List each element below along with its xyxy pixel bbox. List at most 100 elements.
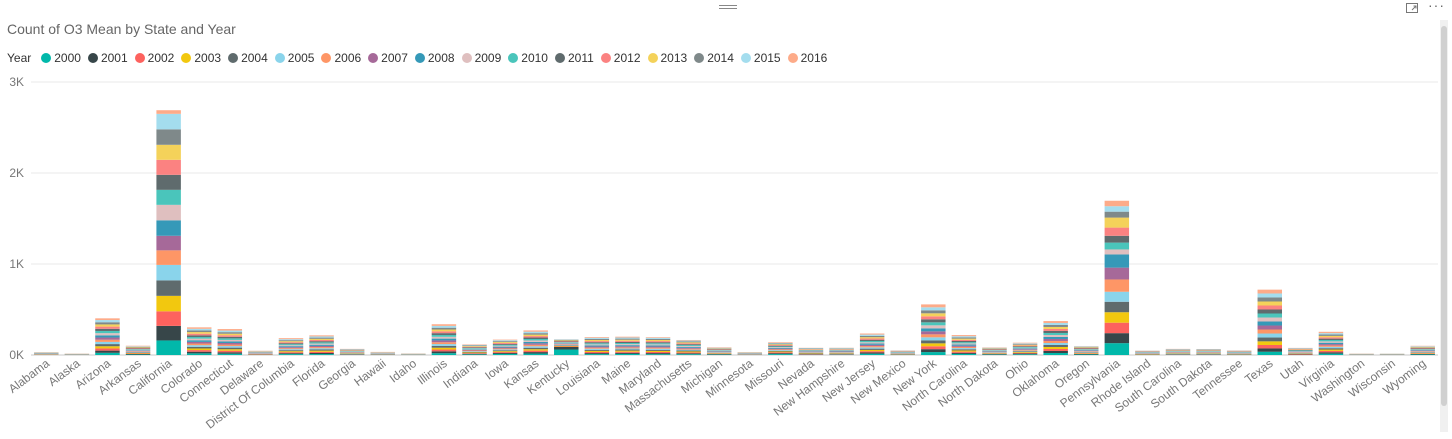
bar-segment[interactable] (217, 330, 243, 333)
bar-segment[interactable] (431, 353, 457, 355)
bar-segment[interactable] (309, 347, 334, 349)
legend-item-2003[interactable]: 2003 (181, 51, 221, 65)
bar-segment[interactable] (462, 344, 487, 346)
bar-segment[interactable] (645, 338, 671, 340)
bar-segment[interactable] (309, 351, 334, 353)
bar-segment[interactable] (645, 339, 671, 342)
bar-segment[interactable] (523, 337, 548, 339)
bar-segment[interactable] (95, 350, 120, 353)
bar-segment[interactable] (768, 351, 793, 353)
bar-segment[interactable] (523, 343, 548, 345)
bar-segment[interactable] (309, 344, 334, 346)
bar-segment[interactable] (554, 346, 579, 347)
bar-segment[interactable] (278, 340, 304, 342)
bar-segment[interactable] (951, 349, 977, 351)
bar-segment[interactable] (768, 344, 793, 346)
bar-segment[interactable] (492, 346, 518, 348)
bar-segment[interactable] (125, 350, 151, 352)
bar-segment[interactable] (1043, 353, 1068, 355)
bar-segment[interactable] (921, 328, 946, 332)
bar-segment[interactable] (554, 344, 579, 346)
bar-segment[interactable] (554, 345, 579, 347)
bar-segment[interactable] (584, 348, 610, 350)
bar-segment[interactable] (217, 332, 243, 334)
bar-segment[interactable] (615, 340, 640, 342)
bar-segment[interactable] (186, 330, 212, 333)
bar-segment[interactable] (431, 331, 457, 334)
bar-segment[interactable] (615, 348, 640, 350)
bar-segment[interactable] (95, 348, 120, 351)
bar-segment[interactable] (768, 343, 793, 345)
bar-segment[interactable] (676, 350, 701, 352)
bar-segment[interactable] (186, 333, 212, 336)
bar-segment[interactable] (309, 353, 334, 355)
bar-segment[interactable] (554, 343, 579, 345)
bar-segment[interactable] (309, 345, 334, 348)
bar-segment[interactable] (1074, 347, 1099, 349)
bar-segment[interactable] (95, 328, 120, 331)
legend-item-2012[interactable]: 2012 (600, 51, 641, 65)
bar-segment[interactable] (676, 341, 701, 343)
bar-segment[interactable] (523, 344, 548, 347)
bar-segment[interactable] (554, 349, 579, 355)
bar-segment[interactable] (921, 313, 946, 317)
bar-segment[interactable] (492, 340, 518, 342)
bar-segment[interactable] (951, 352, 977, 354)
bar-segment[interactable] (645, 347, 671, 349)
bar-segment[interactable] (1257, 351, 1283, 355)
bar-segment[interactable] (1043, 351, 1068, 353)
bar-segment[interactable] (125, 348, 151, 350)
bar-segment[interactable] (186, 350, 212, 352)
bar-segment[interactable] (217, 349, 243, 351)
bar-segment[interactable] (554, 345, 579, 346)
bar-segment[interactable] (615, 341, 640, 343)
bar-segment[interactable] (156, 250, 181, 265)
bar-segment[interactable] (1318, 345, 1344, 347)
legend-item-2010[interactable]: 2010 (508, 51, 548, 65)
bar-segment[interactable] (1257, 321, 1283, 326)
bar-segment[interactable] (859, 337, 885, 339)
bar-segment[interactable] (125, 347, 151, 348)
bar-segment[interactable] (1318, 353, 1344, 355)
bar-segment[interactable] (768, 352, 793, 354)
bar-segment[interactable] (523, 341, 548, 344)
bar-segment[interactable] (676, 349, 701, 351)
legend-item-2009[interactable]: 2009 (461, 51, 501, 65)
bar-segment[interactable] (309, 341, 334, 343)
bar-segment[interactable] (615, 345, 640, 347)
bar-segment[interactable] (217, 352, 243, 354)
bar-segment[interactable] (645, 350, 671, 352)
bar-segment[interactable] (186, 353, 212, 355)
bar-segment[interactable] (523, 353, 548, 355)
bar-segment[interactable] (921, 349, 946, 353)
bar-segment[interactable] (554, 341, 579, 343)
bar-segment[interactable] (768, 353, 793, 355)
bar-segment[interactable] (309, 348, 334, 350)
bar-segment[interactable] (431, 345, 457, 348)
bar-segment[interactable] (921, 346, 946, 350)
bar-segment[interactable] (921, 316, 946, 320)
bar-segment[interactable] (1074, 350, 1099, 351)
bar-segment[interactable] (492, 343, 518, 345)
more-options-icon[interactable]: ··· (1428, 0, 1445, 13)
bar-segment[interactable] (554, 346, 579, 350)
bar-segment[interactable] (1410, 350, 1435, 352)
bar-segment[interactable] (309, 335, 334, 337)
bar-segment[interactable] (615, 351, 640, 353)
bar-segment[interactable] (95, 324, 120, 327)
bar-segment[interactable] (1257, 293, 1283, 298)
bar-segment[interactable] (462, 349, 487, 351)
bar-segment[interactable] (921, 304, 946, 308)
bar-segment[interactable] (95, 346, 120, 349)
bar-segment[interactable] (309, 343, 334, 345)
bar-segment[interactable] (186, 327, 212, 329)
bar-segment[interactable] (431, 327, 457, 330)
bar-segment[interactable] (768, 349, 793, 351)
legend-item-2005[interactable]: 2005 (274, 51, 314, 65)
bar-segment[interactable] (1104, 217, 1130, 228)
bar-segment[interactable] (431, 351, 457, 354)
bar-segment[interactable] (859, 349, 885, 352)
drag-handle-icon[interactable] (719, 3, 737, 11)
bar-segment[interactable] (859, 339, 885, 341)
bar-segment[interactable] (554, 344, 579, 345)
